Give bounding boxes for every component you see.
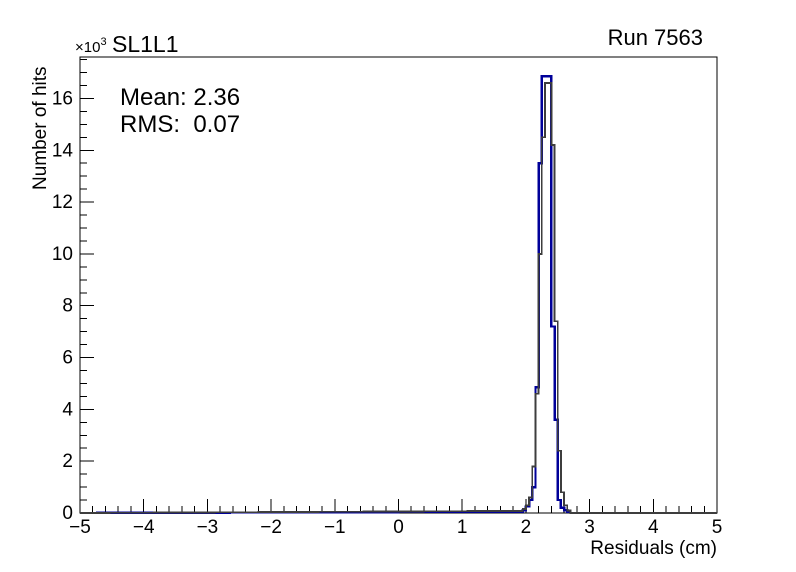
x-tick-label: −1 bbox=[324, 517, 346, 538]
stats-rms-label: RMS: 0.07 bbox=[120, 111, 240, 138]
y-axis-title: Number of hits bbox=[30, 66, 51, 190]
x-tick-label: 1 bbox=[457, 517, 468, 538]
y-tick-label: 0 bbox=[62, 503, 73, 524]
x-tick-label: 4 bbox=[648, 517, 659, 538]
x-tick-label: 5 bbox=[712, 517, 723, 538]
page-title: SL1L1 bbox=[112, 31, 179, 57]
x-tick-label: 0 bbox=[393, 517, 404, 538]
y-tick-label: 2 bbox=[62, 451, 73, 472]
y-tick-label: 10 bbox=[52, 244, 73, 265]
x-tick-label: −2 bbox=[260, 517, 282, 538]
histogram-primary-blue bbox=[79, 75, 717, 515]
histogram-overlay-dark bbox=[79, 82, 717, 514]
run-label: Run 7563 bbox=[608, 25, 703, 50]
y-tick-label: 4 bbox=[62, 399, 73, 420]
x-tick-label: −3 bbox=[197, 517, 219, 538]
x-axis-title: Residuals (cm) bbox=[590, 538, 717, 559]
y-tick-label: 14 bbox=[52, 140, 74, 161]
y-tick-label: 16 bbox=[52, 88, 73, 109]
y-tick-label: 6 bbox=[62, 348, 73, 369]
y-tick-label: 12 bbox=[52, 192, 73, 213]
x-tick-label: 3 bbox=[584, 517, 595, 538]
y-tick-label: 8 bbox=[62, 296, 73, 317]
x-tick-label: −4 bbox=[133, 517, 155, 538]
x-tick-label: 2 bbox=[521, 517, 532, 538]
stats-mean-label: Mean: 2.36 bbox=[120, 84, 240, 111]
y-axis-power-label: ×103 bbox=[75, 36, 107, 56]
x-tick-label: −5 bbox=[69, 517, 91, 538]
